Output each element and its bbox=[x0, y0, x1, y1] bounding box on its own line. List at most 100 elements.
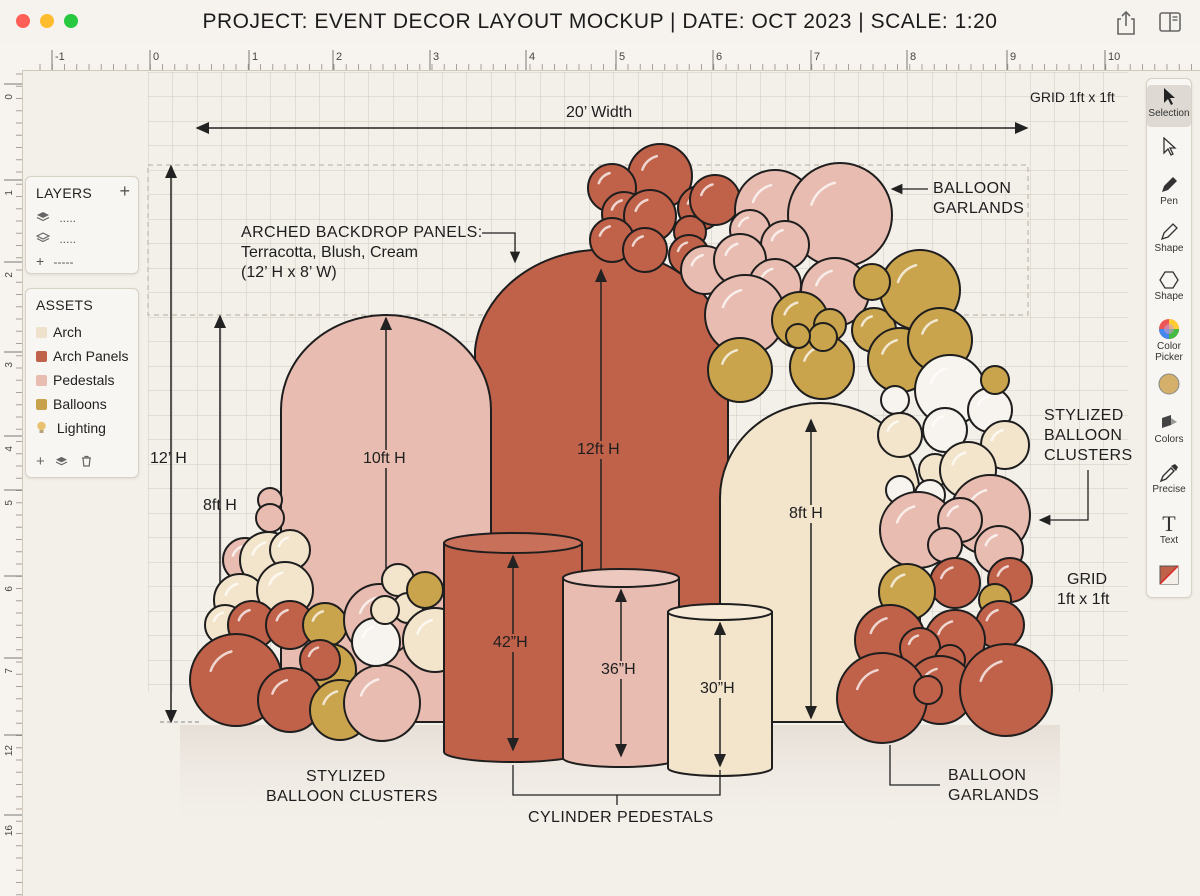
pedestal-36in-label: 36”H bbox=[601, 661, 636, 679]
ruler-label: 3 bbox=[4, 362, 15, 368]
tool-label: Precise bbox=[1152, 484, 1186, 495]
layer-item[interactable]: ..... bbox=[35, 232, 77, 246]
pedestal-30in-label: 30”H bbox=[700, 680, 735, 698]
balloon-highlight bbox=[631, 235, 645, 247]
ruler-label: 8 bbox=[910, 51, 916, 63]
balloon-highlight bbox=[951, 451, 967, 466]
balloon bbox=[959, 643, 1053, 737]
ruler-label: 7 bbox=[4, 668, 15, 674]
clusters-right-label-1: STYLIZED bbox=[1044, 407, 1124, 424]
tool-label: Colors bbox=[1154, 434, 1184, 445]
asset-item-lighting[interactable]: Lighting bbox=[36, 420, 106, 438]
balloon-highlight bbox=[358, 596, 378, 615]
layers-icon[interactable] bbox=[55, 453, 72, 470]
ruler-label: 9 bbox=[1010, 51, 1016, 63]
assets-panel-title: ASSETS bbox=[36, 297, 94, 313]
minimize-window-button[interactable] bbox=[40, 14, 54, 28]
balloon bbox=[853, 263, 891, 301]
balloon-highlight bbox=[895, 505, 916, 524]
hexagon-shape-tool[interactable]: Shape bbox=[1147, 270, 1191, 302]
grid-label-top: GRID 1ft x 1ft bbox=[1030, 89, 1115, 105]
asset-item-arch-panels[interactable]: Arch Panels bbox=[36, 348, 128, 366]
ruler-label: 7 bbox=[814, 51, 820, 63]
balloon-highlight bbox=[946, 505, 960, 517]
ruler-label: 5 bbox=[4, 500, 15, 506]
asset-label: Arch bbox=[53, 324, 82, 340]
clusters-right-label-2: BALLOON bbox=[1044, 427, 1123, 444]
balloons-swatch bbox=[36, 399, 47, 410]
balloon bbox=[255, 503, 285, 533]
precise-tool[interactable]: Precise bbox=[1147, 463, 1191, 495]
pen-tool[interactable]: Pen bbox=[1147, 175, 1191, 207]
balloon bbox=[370, 595, 400, 625]
asset-item-pedestals[interactable]: Pedestals bbox=[36, 372, 114, 390]
add-icon[interactable]: + bbox=[36, 453, 45, 470]
fill-stroke-tool[interactable] bbox=[1147, 565, 1191, 586]
balloon bbox=[980, 365, 1010, 395]
direct-select-tool[interactable] bbox=[1147, 137, 1191, 158]
tool-label: Shape bbox=[1154, 291, 1184, 302]
ruler-vertical[interactable]: 0 1 2 3 4 5 6 7 12 16 bbox=[0, 70, 23, 896]
design-canvas[interactable]: GRID 1ft x 1ft 20’ Width 12’ H 8ft H 10f… bbox=[23, 71, 1200, 896]
backdrop-size: (12’ H x 8’ W) bbox=[241, 264, 337, 281]
balloon-highlight bbox=[690, 253, 704, 267]
layers-panel: LAYERS + ..... ..... + ----- bbox=[25, 176, 139, 274]
layer-item[interactable]: ..... bbox=[36, 211, 76, 225]
close-window-button[interactable] bbox=[16, 14, 30, 28]
trash-icon[interactable] bbox=[81, 453, 92, 470]
balloon bbox=[877, 412, 923, 458]
ruler-label: 5 bbox=[619, 51, 625, 63]
colors-tool[interactable]: Colors bbox=[1147, 413, 1191, 445]
zoom-window-button[interactable] bbox=[64, 14, 78, 28]
layer-item[interactable]: + ----- bbox=[36, 253, 74, 269]
color-picker-tool[interactable]: Color Picker bbox=[1147, 318, 1191, 363]
pencil-shape-tool[interactable]: Shape bbox=[1147, 222, 1191, 254]
add-layer-button[interactable]: + bbox=[119, 181, 130, 201]
balloon bbox=[808, 322, 838, 352]
selection-tool[interactable]: Selection bbox=[1147, 85, 1191, 127]
paint-bucket-icon bbox=[1147, 413, 1191, 433]
gold-swatch-tool[interactable] bbox=[1147, 373, 1191, 396]
ruler-label: 2 bbox=[4, 272, 15, 278]
balloon-highlight bbox=[985, 608, 999, 622]
ruler-label: 3 bbox=[433, 51, 439, 63]
terracotta-arch-label: 12ft H bbox=[577, 441, 620, 459]
balloon-highlight bbox=[896, 263, 918, 284]
balloon bbox=[836, 652, 928, 744]
bulb-icon bbox=[36, 420, 57, 436]
balloon-highlight bbox=[251, 541, 267, 556]
clusters-right-label-3: CLUSTERS bbox=[1044, 447, 1133, 464]
balloon bbox=[351, 617, 401, 667]
balloon bbox=[927, 527, 963, 563]
layer-name: ..... bbox=[59, 232, 77, 246]
balloon-highlight bbox=[860, 315, 874, 327]
asset-item-balloons[interactable]: Balloons bbox=[36, 396, 107, 414]
assets-footer: + bbox=[36, 453, 92, 471]
grid-label-right-2: 1ft x 1ft bbox=[1057, 591, 1110, 608]
ruler-horizontal[interactable]: -1 0 1 2 3 4 5 6 7 8 9 10 bbox=[0, 44, 1200, 71]
text-tool[interactable]: T Text bbox=[1147, 513, 1191, 547]
balloon-highlight bbox=[634, 198, 649, 213]
tool-label: Color Picker bbox=[1155, 341, 1183, 363]
height-dimension-label: 12’ H bbox=[150, 450, 187, 467]
balloon-highlight bbox=[361, 625, 375, 639]
share-icon[interactable] bbox=[1114, 10, 1140, 36]
balloon-highlight bbox=[929, 367, 948, 385]
balloon-highlight bbox=[597, 171, 611, 185]
asset-item-arch[interactable]: Arch bbox=[36, 324, 82, 342]
balloon-highlight bbox=[783, 301, 799, 316]
pedestal-42in bbox=[443, 532, 583, 763]
balloon-highlight bbox=[890, 573, 906, 588]
balloon-highlight bbox=[700, 183, 714, 197]
balloon bbox=[929, 557, 981, 609]
ruler-label: 16 bbox=[4, 825, 15, 837]
balloon-highlight bbox=[907, 634, 920, 646]
hexagon-icon bbox=[1147, 270, 1191, 290]
tool-label: Selection bbox=[1148, 108, 1190, 119]
tool-label: Text bbox=[1159, 535, 1179, 546]
balloon-highlight bbox=[940, 566, 954, 580]
balloon-highlight bbox=[307, 646, 320, 658]
balloon bbox=[406, 571, 444, 609]
ruler-label: 1 bbox=[4, 190, 15, 196]
sidebar-toggle-icon[interactable] bbox=[1158, 10, 1184, 36]
